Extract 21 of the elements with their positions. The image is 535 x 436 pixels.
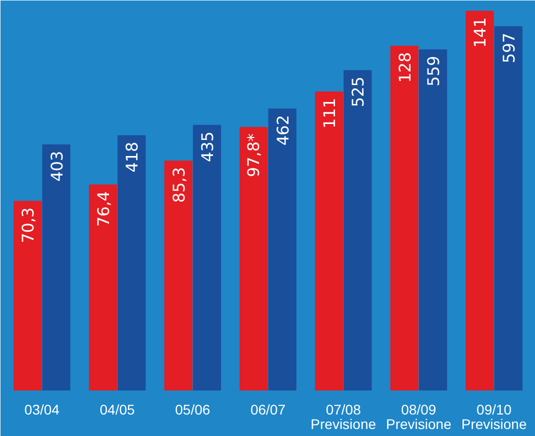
data-label: 418 [122,142,142,172]
data-label: 597 [499,32,518,64]
data-label: 70,3 [18,207,38,244]
x-tick-label: 03/04 [24,402,60,418]
data-label: 111 [320,98,340,128]
x-tick-label: 09/10 Previsione [461,402,527,432]
x-tick-label: 05/06 [175,402,210,418]
data-label: 85,3 [169,167,188,203]
data-label: 403 [47,150,66,182]
data-label: 76,4 [94,191,113,227]
x-tick-label: 04/05 [100,402,136,418]
data-label: 462 [273,114,292,146]
data-label: 525 [348,76,368,108]
data-label: 128 [395,52,414,83]
data-label: 435 [198,131,217,162]
data-label: 97,8* [244,133,264,178]
x-tick-label: 08/09 Previsione [386,402,452,432]
x-tick-label: 06/07 [250,402,286,418]
data-label: 141 [470,17,490,48]
data-label: 559 [424,56,444,86]
x-tick-label: 07/08 Previsione [310,402,376,432]
